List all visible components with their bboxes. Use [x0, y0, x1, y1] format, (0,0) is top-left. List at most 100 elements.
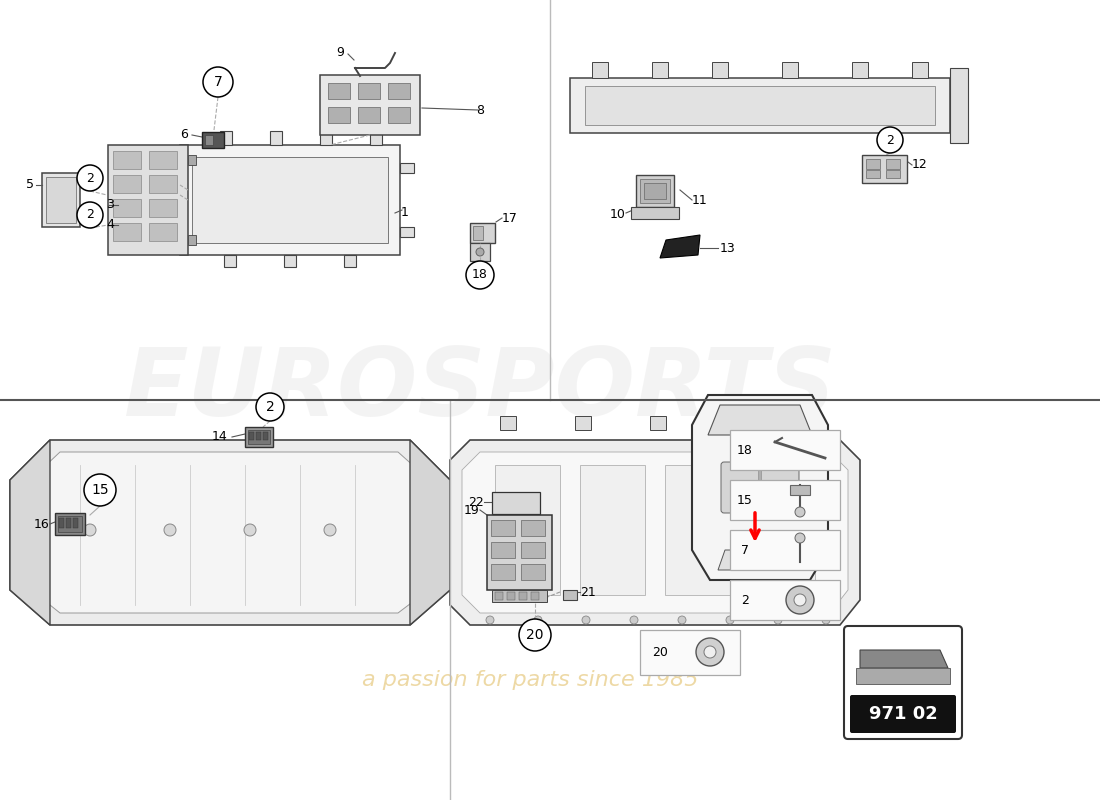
FancyBboxPatch shape — [730, 530, 840, 570]
FancyBboxPatch shape — [188, 235, 196, 245]
Circle shape — [877, 127, 903, 153]
Text: 5: 5 — [26, 178, 34, 191]
FancyBboxPatch shape — [800, 416, 816, 430]
FancyBboxPatch shape — [782, 62, 797, 78]
FancyBboxPatch shape — [59, 518, 64, 528]
FancyBboxPatch shape — [205, 135, 213, 145]
FancyBboxPatch shape — [644, 183, 666, 199]
FancyBboxPatch shape — [862, 155, 907, 183]
FancyBboxPatch shape — [73, 518, 78, 528]
Circle shape — [476, 248, 484, 256]
Text: 22: 22 — [469, 495, 484, 509]
FancyBboxPatch shape — [500, 416, 516, 430]
Circle shape — [164, 524, 176, 536]
FancyBboxPatch shape — [495, 592, 503, 600]
Text: 15: 15 — [737, 494, 752, 506]
FancyBboxPatch shape — [66, 518, 72, 528]
Circle shape — [204, 67, 233, 97]
FancyBboxPatch shape — [531, 592, 539, 600]
Text: 18: 18 — [472, 269, 488, 282]
FancyBboxPatch shape — [519, 592, 527, 600]
Text: 971 02: 971 02 — [869, 705, 937, 723]
Polygon shape — [718, 550, 802, 570]
Circle shape — [466, 261, 494, 289]
Polygon shape — [10, 440, 450, 625]
Text: 11: 11 — [692, 194, 708, 206]
FancyBboxPatch shape — [328, 83, 350, 99]
Circle shape — [794, 594, 806, 606]
FancyBboxPatch shape — [866, 159, 880, 169]
FancyBboxPatch shape — [491, 520, 515, 536]
FancyBboxPatch shape — [790, 485, 810, 495]
Text: 2: 2 — [86, 209, 94, 222]
FancyBboxPatch shape — [650, 416, 666, 430]
Polygon shape — [462, 452, 848, 613]
FancyBboxPatch shape — [46, 177, 76, 223]
FancyBboxPatch shape — [42, 173, 80, 227]
Circle shape — [795, 533, 805, 543]
FancyBboxPatch shape — [108, 145, 188, 255]
FancyBboxPatch shape — [400, 227, 414, 237]
Text: 6: 6 — [180, 129, 188, 142]
Polygon shape — [660, 235, 700, 258]
FancyBboxPatch shape — [950, 68, 968, 143]
FancyBboxPatch shape — [844, 626, 962, 739]
FancyBboxPatch shape — [652, 62, 668, 78]
FancyBboxPatch shape — [491, 564, 515, 580]
FancyBboxPatch shape — [166, 227, 180, 237]
FancyBboxPatch shape — [575, 416, 591, 430]
FancyBboxPatch shape — [487, 515, 552, 590]
FancyBboxPatch shape — [852, 62, 868, 78]
FancyBboxPatch shape — [636, 175, 674, 207]
Text: 19: 19 — [464, 503, 480, 517]
Text: 2: 2 — [86, 171, 94, 185]
Circle shape — [534, 616, 542, 624]
FancyBboxPatch shape — [270, 131, 282, 145]
Polygon shape — [10, 440, 49, 625]
FancyBboxPatch shape — [148, 223, 177, 241]
Polygon shape — [708, 405, 812, 435]
Text: 16: 16 — [34, 518, 50, 530]
Text: 3: 3 — [106, 198, 114, 211]
Circle shape — [582, 616, 590, 624]
FancyBboxPatch shape — [320, 75, 420, 135]
FancyBboxPatch shape — [220, 131, 232, 145]
Text: EUROSPORTS: EUROSPORTS — [123, 344, 836, 436]
FancyBboxPatch shape — [113, 223, 141, 241]
Circle shape — [696, 638, 724, 666]
FancyBboxPatch shape — [886, 159, 900, 169]
Text: 8: 8 — [476, 103, 484, 117]
FancyBboxPatch shape — [188, 155, 196, 165]
FancyBboxPatch shape — [730, 430, 840, 470]
Circle shape — [244, 524, 256, 536]
FancyBboxPatch shape — [492, 590, 547, 602]
FancyBboxPatch shape — [148, 175, 177, 193]
Text: 4: 4 — [106, 218, 114, 231]
Text: 13: 13 — [720, 242, 736, 254]
FancyBboxPatch shape — [866, 170, 880, 178]
Circle shape — [795, 507, 805, 517]
Circle shape — [77, 165, 103, 191]
Circle shape — [726, 616, 734, 624]
FancyBboxPatch shape — [507, 592, 515, 600]
FancyBboxPatch shape — [730, 580, 840, 620]
Circle shape — [704, 646, 716, 658]
FancyBboxPatch shape — [886, 170, 900, 178]
FancyBboxPatch shape — [328, 107, 350, 123]
FancyBboxPatch shape — [245, 427, 273, 447]
FancyBboxPatch shape — [55, 513, 85, 535]
Text: 20: 20 — [526, 628, 543, 642]
FancyBboxPatch shape — [473, 226, 483, 240]
FancyBboxPatch shape — [470, 243, 490, 261]
FancyBboxPatch shape — [113, 199, 141, 217]
FancyBboxPatch shape — [180, 145, 400, 255]
Text: 7: 7 — [213, 75, 222, 89]
FancyBboxPatch shape — [58, 516, 82, 532]
FancyBboxPatch shape — [730, 480, 840, 520]
FancyBboxPatch shape — [750, 465, 815, 595]
Polygon shape — [410, 440, 450, 625]
Text: 2: 2 — [265, 400, 274, 414]
FancyBboxPatch shape — [113, 151, 141, 169]
Circle shape — [630, 616, 638, 624]
Text: 15: 15 — [91, 483, 109, 497]
